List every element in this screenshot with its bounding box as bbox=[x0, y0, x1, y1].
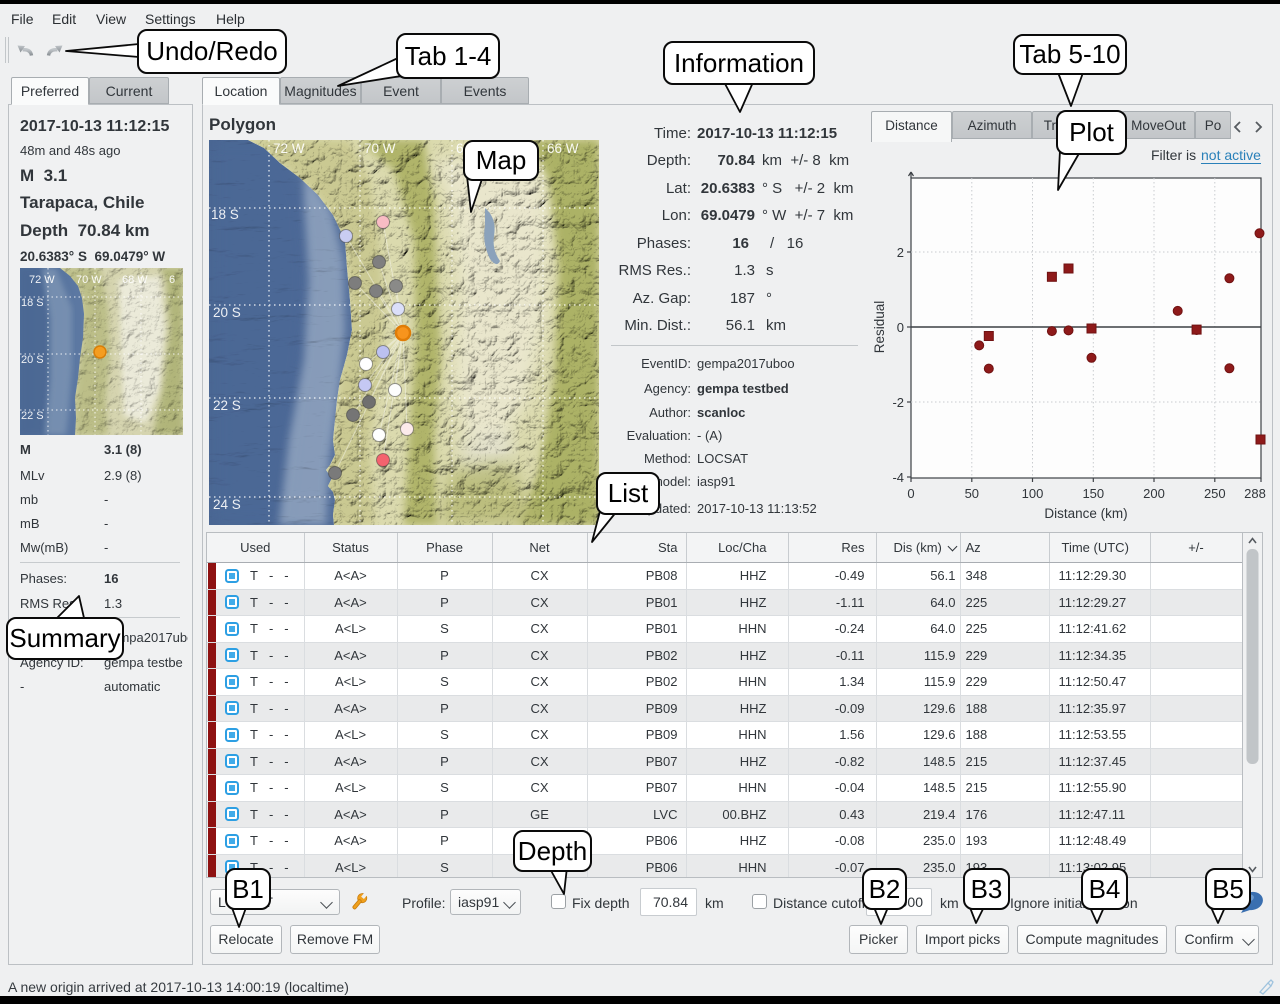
svg-text:0: 0 bbox=[897, 320, 904, 335]
svg-text:150: 150 bbox=[1082, 486, 1104, 501]
svg-text:70 W: 70 W bbox=[76, 274, 102, 286]
svg-text:2: 2 bbox=[897, 245, 904, 260]
svg-text:22 S: 22 S bbox=[213, 398, 241, 413]
svg-text:200: 200 bbox=[1143, 486, 1165, 501]
svg-text:24 S: 24 S bbox=[213, 497, 241, 512]
svg-text:70 W: 70 W bbox=[364, 141, 396, 156]
svg-text:20 S: 20 S bbox=[213, 305, 241, 320]
svg-text:-2: -2 bbox=[892, 395, 904, 410]
svg-text:68 W: 68 W bbox=[122, 274, 148, 286]
svg-text:0: 0 bbox=[907, 486, 914, 501]
svg-text:100: 100 bbox=[1022, 486, 1044, 501]
svg-text:Residual: Residual bbox=[872, 301, 887, 354]
svg-text:18 S: 18 S bbox=[211, 207, 239, 222]
svg-text:250: 250 bbox=[1204, 486, 1226, 501]
svg-text:22 S: 22 S bbox=[21, 410, 44, 422]
svg-text:Distance (km): Distance (km) bbox=[1044, 506, 1127, 521]
svg-text:66 W: 66 W bbox=[547, 141, 579, 156]
svg-text:18 S: 18 S bbox=[21, 297, 44, 309]
svg-text:6: 6 bbox=[169, 274, 175, 286]
svg-text:72 W: 72 W bbox=[273, 141, 305, 156]
svg-text:-4: -4 bbox=[892, 470, 904, 485]
svg-text:288: 288 bbox=[1244, 486, 1266, 501]
svg-text:20 S: 20 S bbox=[21, 354, 44, 366]
svg-text:72 W: 72 W bbox=[29, 274, 55, 286]
svg-text:50: 50 bbox=[965, 486, 979, 501]
